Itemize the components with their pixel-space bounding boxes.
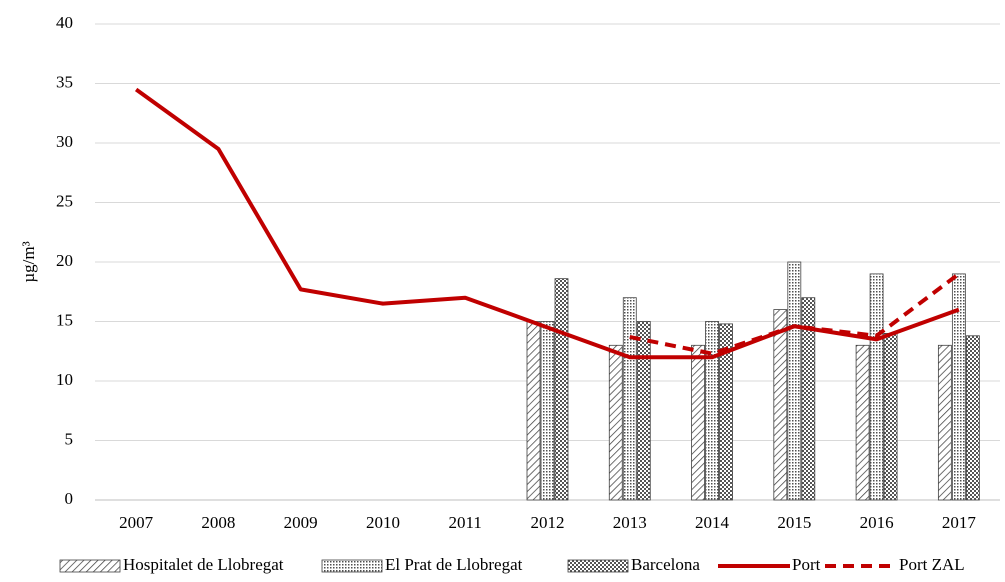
bar [965,335,980,501]
x-tick-label: 2017 [942,513,977,532]
bar [554,278,569,501]
bar [801,297,816,501]
y-tick-label: 5 [65,429,74,448]
bar [540,321,555,501]
y-axis-label: µg/m³ [19,241,38,282]
bar [773,309,788,501]
bar [608,344,623,501]
bar [691,344,705,501]
bar [951,273,966,501]
line [134,87,960,360]
legend-swatch [321,559,383,573]
bar [705,321,719,501]
bar [719,323,733,501]
x-tick-label: 2013 [613,513,647,532]
legend-swatch [567,559,629,573]
x-tick-label: 2014 [695,513,730,532]
x-tick-label: 2016 [860,513,894,532]
y-tick-label: 35 [56,72,73,91]
bar [855,344,870,501]
bar [526,321,541,501]
legend-swatch [59,559,121,573]
y-tick-label: 15 [56,310,73,329]
legend-label: Hospitalet de Llobregat [123,555,284,574]
bar [869,273,884,501]
bar [622,297,637,501]
legend-label: Barcelona [631,555,700,574]
y-tick-label: 20 [56,251,73,270]
y-tick-label: 0 [65,489,74,508]
x-tick-label: 2015 [777,513,811,532]
y-tick-label: 25 [56,191,73,210]
x-tick-label: 2010 [366,513,400,532]
bar [937,344,952,501]
x-tick-label: 2009 [284,513,318,532]
legend-label: Port ZAL [899,555,965,574]
x-tick-label: 2007 [119,513,154,532]
x-tick-label: 2012 [531,513,565,532]
line [629,272,961,356]
bar [636,321,651,501]
bar [787,261,802,501]
bar [883,332,898,501]
legend-label: Port [792,555,821,574]
x-tick-label: 2011 [449,513,482,532]
y-tick-label: 40 [56,13,73,32]
y-tick-label: 30 [56,132,73,151]
legend-label: El Prat de Llobregat [385,555,523,574]
y-tick-label: 10 [56,370,73,389]
x-tick-label: 2008 [201,513,235,532]
